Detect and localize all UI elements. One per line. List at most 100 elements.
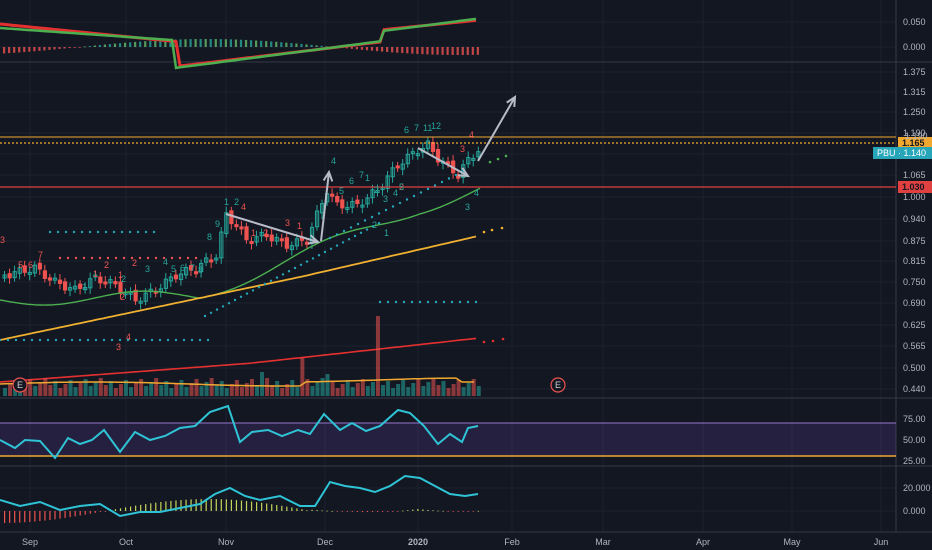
dotted-level xyxy=(146,256,150,260)
time-tick-label: Feb xyxy=(504,537,520,547)
oscillator-histogram-bar xyxy=(356,511,358,512)
trailing-stop-dot xyxy=(329,247,333,250)
macd-histogram-bar xyxy=(73,47,76,48)
trailing-stop-dot xyxy=(233,298,237,302)
oscillator-histogram-bar xyxy=(235,500,238,511)
td-setup-count: 5 xyxy=(171,264,176,274)
price-tick-label: 1.250 xyxy=(903,107,926,117)
price-tick-label: 1.375 xyxy=(903,67,926,77)
candle xyxy=(83,287,88,291)
candle xyxy=(93,274,98,278)
macd-histogram-bar xyxy=(93,45,96,47)
volume-bar xyxy=(68,380,73,396)
macd-histogram-bar xyxy=(370,47,374,51)
oscillator-histogram-bar xyxy=(250,501,253,511)
oscillator-histogram-bar xyxy=(215,499,217,511)
oscillator-histogram-bar xyxy=(286,506,288,511)
oscillator-histogram-bar xyxy=(54,511,56,520)
price-tick-label: 0.500 xyxy=(903,363,926,373)
macd-histogram-bar xyxy=(471,47,474,55)
td-setup-count: 4 xyxy=(163,257,168,267)
dotted-level xyxy=(166,338,170,342)
rsi-tick-label: 25.00 xyxy=(903,456,926,466)
dotted-level xyxy=(144,230,148,234)
macd-histogram-bar xyxy=(310,44,313,47)
candle xyxy=(395,165,400,169)
candle xyxy=(103,281,108,285)
candle xyxy=(219,231,224,259)
candle xyxy=(173,274,179,280)
price-tick-label: 1.315 xyxy=(903,87,926,97)
dotted-level xyxy=(142,338,146,342)
candle xyxy=(224,212,229,235)
macd-histogram-bar xyxy=(295,43,298,47)
dotted-level xyxy=(74,256,78,260)
volume-bar xyxy=(78,383,83,396)
trailing-stop-dot xyxy=(371,225,375,228)
oscillator-histogram-bar xyxy=(99,511,101,512)
dotted-level xyxy=(86,338,90,342)
trailing-stop-dot xyxy=(335,233,339,236)
volume-bar xyxy=(154,378,159,396)
oscillator-histogram-bar xyxy=(69,511,71,518)
macd-histogram-bar xyxy=(28,47,31,52)
oscillator-histogram-bar xyxy=(477,510,479,512)
td-sell-count: 7 xyxy=(38,250,43,260)
price-tick-label: 1.000 xyxy=(903,192,926,202)
trailing-stop-dot xyxy=(433,184,437,187)
candle xyxy=(199,262,204,273)
macd-histogram-bar xyxy=(184,39,187,47)
trailing-stop-dot xyxy=(370,215,374,219)
macd-histogram-bar xyxy=(209,39,212,47)
trailing-stop-dot xyxy=(281,273,285,276)
trailing-stop-dot xyxy=(419,191,423,194)
dotted-level xyxy=(182,338,186,342)
td-sell-count: 3 xyxy=(460,144,465,154)
volume-bar xyxy=(33,386,38,396)
trailing-stop-dot xyxy=(239,295,243,298)
td-sell-count: 6 xyxy=(28,260,33,270)
td-buy-count: 3 xyxy=(116,342,121,352)
trailing-stop-dot xyxy=(257,286,261,289)
oscillator-histogram-bar xyxy=(376,511,379,512)
trailing-stop-dot xyxy=(349,226,353,229)
dotted-level xyxy=(474,300,478,304)
ma-fast-line xyxy=(0,187,481,306)
volume-bar xyxy=(244,383,249,396)
td-sell-count: 4 xyxy=(469,130,474,140)
dotted-level xyxy=(78,338,82,342)
osc-tick-label: 0.000 xyxy=(903,506,926,516)
oscillator-histogram-bar xyxy=(392,511,394,512)
candle xyxy=(62,281,68,291)
time-tick-label: Sep xyxy=(22,537,38,547)
oscillator-histogram-bar xyxy=(402,510,404,512)
drawn-arrow-head xyxy=(506,95,517,108)
macd-histogram-bar xyxy=(179,39,182,47)
oscillator-histogram-bar xyxy=(371,511,374,513)
candle xyxy=(7,273,12,279)
volume-bar xyxy=(144,386,149,396)
trailing-stop-dot xyxy=(215,308,219,311)
oscillator-histogram-bar xyxy=(49,511,51,520)
candle xyxy=(17,267,22,274)
panel-separators xyxy=(0,0,932,533)
oscillator-histogram-bar xyxy=(155,502,157,511)
macd-histogram-bar xyxy=(108,44,112,47)
volume-bar xyxy=(350,387,355,396)
candle xyxy=(98,276,103,284)
candle xyxy=(435,148,441,163)
macd-histogram-bar xyxy=(391,47,394,53)
dotted-level xyxy=(394,300,398,304)
ma-long-projection xyxy=(482,340,486,344)
volume-bar xyxy=(305,379,310,396)
oscillator-histogram-bar xyxy=(351,511,353,512)
candle xyxy=(138,300,143,304)
candle xyxy=(188,265,194,271)
candle xyxy=(375,190,380,194)
level-label: 1.165 xyxy=(902,138,925,148)
macd-histogram-bar xyxy=(396,47,399,53)
macd-histogram-bar xyxy=(154,40,157,47)
price-tick-label: 0.565 xyxy=(903,341,926,351)
time-tick-label: Jun xyxy=(874,537,889,547)
